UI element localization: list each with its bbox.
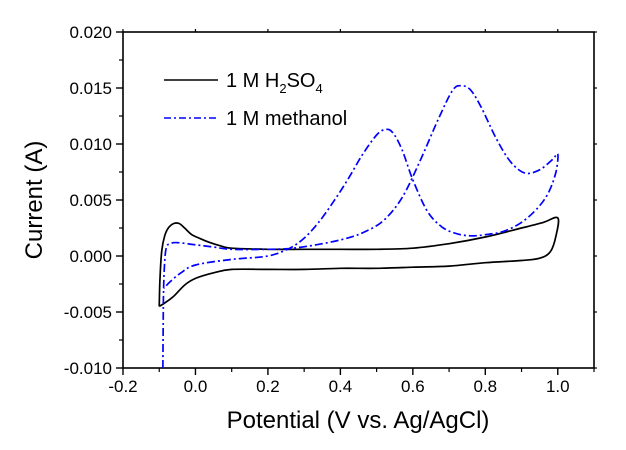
y-axis-title: Current (A) — [21, 141, 48, 260]
legend-label-methanol: 1 M methanol — [226, 108, 347, 130]
x-tick-label: 0.2 — [256, 377, 280, 396]
plot-frame — [122, 31, 595, 369]
legend-label-h2so4-sub2: 4 — [315, 81, 322, 96]
axes: -0.2 0.0 0.2 0.4 0.6 0.8 1.0 -0.010 -0.005 0.000 0… — [64, 23, 597, 396]
legend: 1 M H2SO4 1 M methanol — [164, 70, 347, 130]
x-tick-label: 0.6 — [401, 377, 425, 396]
legend-label-h2so4-part1: 1 M H — [226, 70, 279, 92]
y-tick-label: 0.010 — [69, 135, 112, 154]
x-tick-label: 0.0 — [184, 377, 208, 396]
y-tick-label: 0.005 — [69, 191, 112, 210]
y-tick-label: -0.005 — [64, 303, 112, 322]
x-tick-label: 1.0 — [546, 377, 570, 396]
x-tick-label: -0.2 — [108, 377, 137, 396]
legend-label-h2so4-part2: SO — [287, 70, 316, 92]
x-axis-title: Potential (V vs. Ag/AgCl) — [227, 407, 490, 434]
x-tick-label: 0.8 — [473, 377, 497, 396]
y-tick-label: -0.010 — [64, 359, 112, 378]
legend-label-h2so4: 1 M H2SO4 — [226, 70, 323, 96]
y-tick-label: 0.020 — [69, 23, 112, 42]
series-layer — [158, 84, 560, 369]
series-line-methanol — [162, 84, 559, 369]
y-tick-label: 0.015 — [69, 79, 112, 98]
series-line-h2so4 — [158, 216, 560, 308]
y-tick-label: 0.000 — [69, 247, 112, 266]
legend-label-h2so4-sub1: 2 — [279, 81, 286, 96]
x-tick-label: 0.4 — [329, 377, 353, 396]
